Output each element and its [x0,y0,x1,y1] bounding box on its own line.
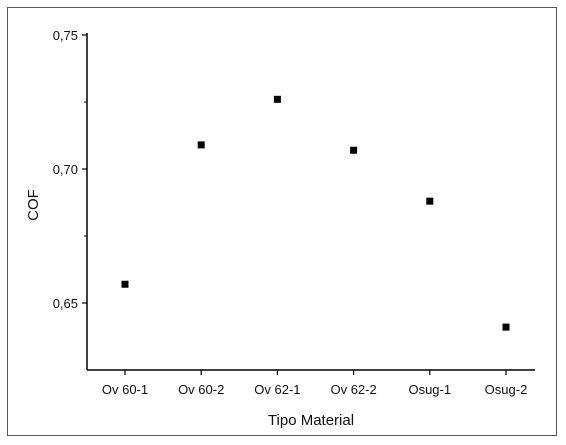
y-axis-title: COF [25,189,42,221]
data-point [426,197,434,205]
x-tick-label: Ov 62-2 [330,382,376,397]
data-points [121,95,510,331]
data-point [350,146,358,154]
axes [86,33,535,371]
y-tick-label: 0,75 [53,28,78,43]
y-tick-label: 0,70 [53,162,78,177]
x-axis-title: Tipo Material [268,412,354,429]
data-point [273,95,281,103]
x-ticks: Ov 60-1 Ov 60-2 Ov 62-1 Ov 62-2 Osug-1 Osug-2 [102,370,527,397]
x-tick-label: Osug-2 [485,382,528,397]
x-tick-label: Osug-1 [408,382,451,397]
x-tick-label: Ov 62-1 [254,382,300,397]
data-point [502,323,510,331]
data-point [121,280,129,288]
x-tick-label: Ov 60-1 [102,382,148,397]
x-tick-label: Ov 60-2 [178,382,224,397]
chart-frame [7,7,557,436]
y-ticks: 0,65 0,70 0,75 [53,28,87,311]
data-point [197,141,205,149]
y-tick-label: 0,65 [53,296,78,311]
